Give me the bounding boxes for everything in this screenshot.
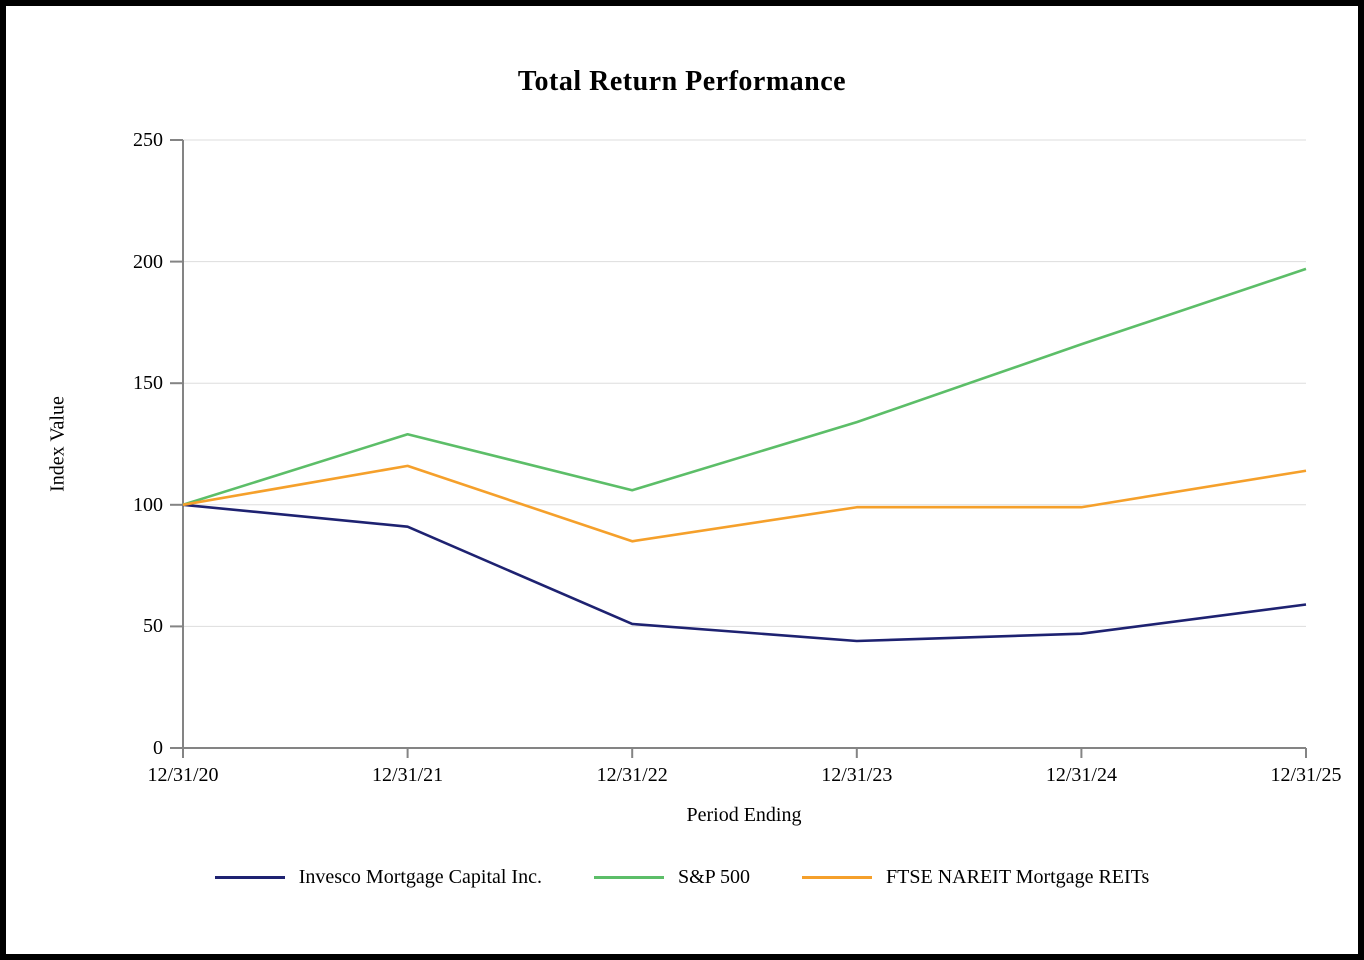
x-axis-title: Period Ending [686,804,802,826]
legend: Invesco Mortgage Capital Inc. S&P 500 FTSE… [6,866,1358,889]
series-line-ftse-nareit-mortgage-reits [182,464,1307,543]
legend-item-s-p-500: S&P 500 [593,866,751,889]
y-tick-label-200: 200 [133,250,163,273]
legend-swatch [214,876,285,879]
x-tick-label-0: 12/31/20 [147,764,219,786]
y-tick-label-250: 250 [133,129,163,151]
series-line-s-p-500 [182,267,1307,507]
legend-swatch [593,876,664,879]
y-tick-label-0: 0 [153,737,163,759]
legend-item-ftse-nareit-mortgage-reits: FTSE NAREIT Mortgage REITs [802,866,1149,889]
y-tick-label-50: 50 [143,615,163,638]
y-tick-label-150: 150 [133,372,163,395]
x-tick-label-4: 12/31/24 [1045,764,1117,786]
plot-area [170,139,1307,758]
series-line-invesco-mortgage-capital-inc [182,503,1307,643]
y-axis-title: Index Value [46,396,69,492]
legend-swatch [802,876,873,879]
chart-title: Total Return Performance [517,66,847,97]
legend-item-invesco-mortgage-capital-inc: Invesco Mortgage Capital Inc. [214,866,542,889]
x-tick-label-3: 12/31/23 [821,764,893,786]
y-tick-label-100: 100 [133,493,163,516]
legend-label: FTSE NAREIT Mortgage REITs [886,866,1150,888]
x-tick-label-2: 12/31/22 [596,764,668,786]
x-tick-label-1: 12/31/21 [372,764,444,786]
legend-label: S&P 500 [677,866,751,888]
x-tick-label-5: 12/31/25 [1270,764,1342,786]
legend-label: Invesco Mortgage Capital Inc. [298,866,542,888]
